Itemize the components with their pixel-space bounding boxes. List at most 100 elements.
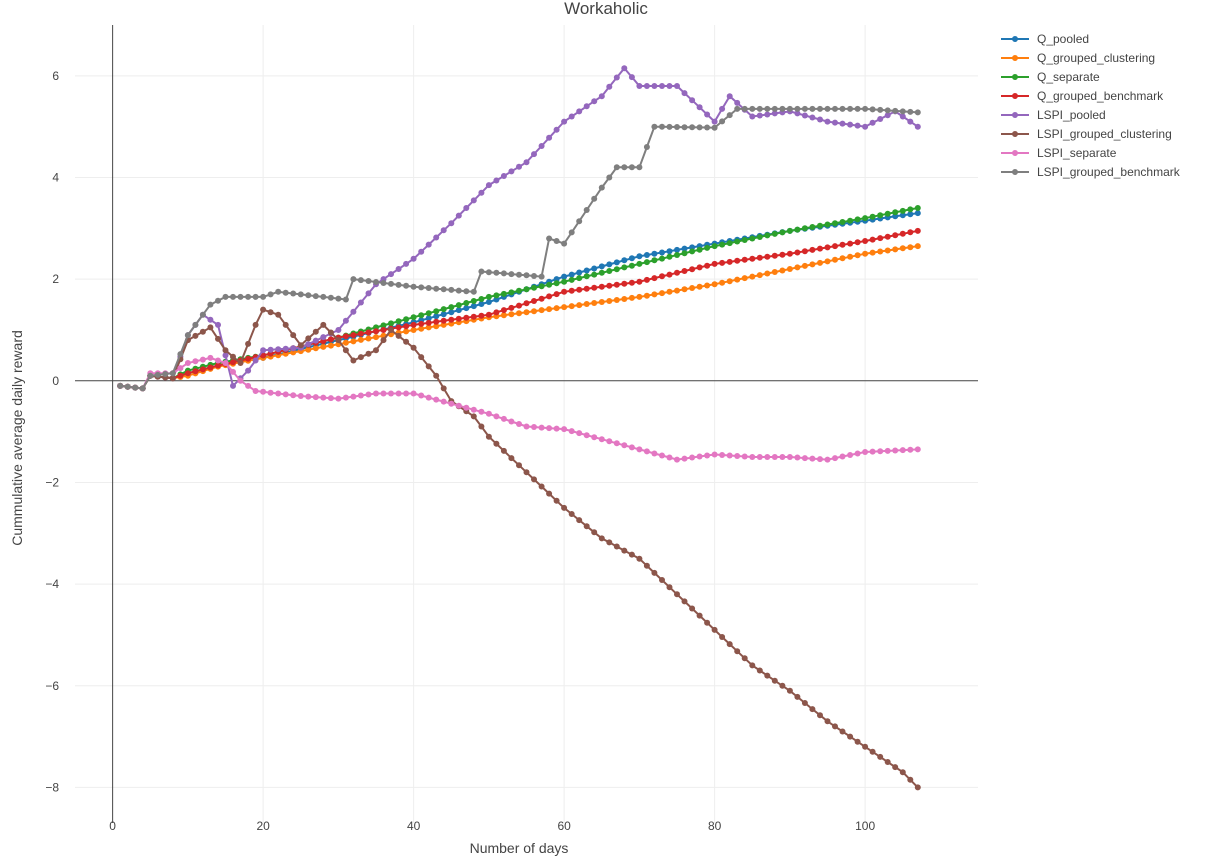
data-point bbox=[809, 114, 816, 121]
data-point bbox=[794, 105, 801, 112]
data-point bbox=[531, 476, 537, 483]
legend-item[interactable]: Q_grouped_benchmark bbox=[1001, 89, 1164, 103]
data-point bbox=[448, 220, 455, 227]
legend-item[interactable]: LSPI_separate bbox=[1001, 146, 1117, 160]
data-point bbox=[719, 241, 726, 248]
data-point bbox=[771, 110, 778, 117]
data-point bbox=[749, 113, 756, 120]
legend-item[interactable]: Q_pooled bbox=[1001, 32, 1089, 46]
data-point bbox=[312, 337, 319, 344]
legend-item[interactable]: LSPI_grouped_benchmark bbox=[1001, 165, 1181, 179]
data-point bbox=[561, 426, 568, 433]
data-point bbox=[485, 182, 492, 189]
data-point bbox=[801, 700, 808, 706]
data-point bbox=[794, 110, 801, 117]
data-point bbox=[395, 332, 402, 339]
data-point bbox=[854, 122, 861, 129]
data-point bbox=[847, 121, 854, 128]
legend-item[interactable]: Q_grouped_clustering bbox=[1001, 51, 1155, 65]
data-point bbox=[636, 446, 643, 453]
data-point bbox=[327, 342, 334, 349]
data-point bbox=[613, 164, 620, 171]
legend-swatch-marker bbox=[1012, 93, 1018, 99]
data-point bbox=[237, 360, 244, 366]
data-point bbox=[907, 118, 914, 125]
data-point bbox=[613, 281, 620, 288]
data-point bbox=[832, 256, 838, 263]
data-point bbox=[832, 723, 838, 730]
data-point bbox=[779, 229, 786, 236]
data-point bbox=[222, 293, 229, 300]
data-point bbox=[493, 309, 500, 316]
data-point bbox=[643, 83, 650, 89]
data-point bbox=[591, 434, 598, 441]
data-point bbox=[696, 453, 703, 460]
legend-item[interactable]: Q_separate bbox=[1001, 70, 1100, 84]
data-point bbox=[884, 210, 891, 217]
data-point bbox=[914, 109, 921, 116]
data-point bbox=[177, 365, 184, 372]
data-point bbox=[674, 246, 680, 253]
data-point bbox=[207, 316, 214, 323]
data-point bbox=[817, 245, 823, 252]
data-point bbox=[410, 314, 417, 321]
data-point bbox=[463, 205, 470, 211]
data-point bbox=[711, 626, 718, 633]
data-point bbox=[877, 448, 884, 455]
data-point bbox=[455, 402, 462, 409]
data-point bbox=[184, 332, 191, 339]
data-point bbox=[643, 448, 650, 455]
data-point bbox=[711, 118, 718, 125]
legend-item[interactable]: LSPI_grouped_clustering bbox=[1001, 127, 1172, 141]
data-point bbox=[523, 469, 530, 476]
data-point bbox=[320, 321, 327, 328]
data-point bbox=[448, 309, 455, 316]
data-point bbox=[711, 451, 718, 458]
data-point bbox=[741, 655, 748, 662]
data-point bbox=[380, 390, 387, 397]
data-point bbox=[342, 339, 349, 346]
data-point bbox=[899, 447, 906, 454]
data-point bbox=[636, 83, 643, 89]
data-point bbox=[817, 456, 823, 463]
data-point bbox=[478, 301, 485, 307]
data-point bbox=[801, 105, 808, 112]
y-tick-label: 4 bbox=[52, 170, 59, 184]
data-point bbox=[245, 355, 252, 362]
data-point bbox=[591, 284, 598, 291]
data-point bbox=[884, 759, 891, 765]
data-point bbox=[199, 366, 206, 373]
data-point bbox=[440, 398, 447, 405]
data-point bbox=[756, 667, 763, 674]
data-point bbox=[207, 324, 214, 331]
data-point bbox=[478, 408, 485, 415]
data-point bbox=[365, 278, 372, 284]
data-point bbox=[786, 454, 793, 460]
data-point bbox=[674, 287, 680, 294]
series-Q_grouped_clustering bbox=[117, 243, 921, 392]
data-point bbox=[884, 247, 891, 254]
y-axis-title: Cummulative average daily reward bbox=[9, 330, 25, 546]
data-point bbox=[598, 535, 605, 542]
x-tick-label: 60 bbox=[557, 819, 571, 833]
legend-label: LSPI_separate bbox=[1037, 146, 1117, 160]
legend-item[interactable]: LSPI_pooled bbox=[1001, 108, 1106, 122]
data-point bbox=[538, 307, 545, 314]
data-point bbox=[252, 357, 259, 364]
data-point bbox=[786, 687, 793, 694]
data-point bbox=[252, 293, 259, 300]
data-point bbox=[839, 453, 846, 460]
data-point bbox=[651, 123, 658, 130]
data-point bbox=[884, 447, 891, 454]
data-point bbox=[395, 281, 402, 288]
data-point bbox=[177, 372, 184, 379]
data-point bbox=[192, 321, 199, 328]
data-point bbox=[117, 382, 124, 389]
data-point bbox=[568, 428, 575, 435]
data-point bbox=[485, 410, 492, 417]
data-point bbox=[433, 234, 440, 241]
data-point bbox=[726, 240, 733, 247]
data-point bbox=[824, 244, 831, 251]
data-point bbox=[734, 105, 741, 112]
data-point bbox=[636, 253, 643, 260]
